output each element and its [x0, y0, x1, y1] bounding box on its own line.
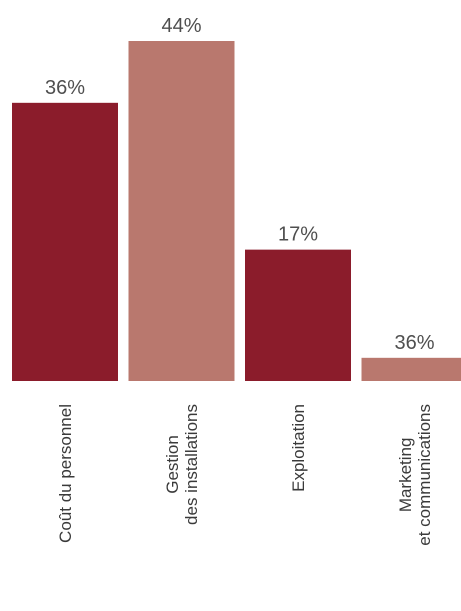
bar-2 [245, 249, 351, 381]
category-label-0: Coût du personnel [56, 404, 75, 543]
category-label-0-line-0: Coût du personnel [56, 404, 75, 543]
value-label-2: 17% [278, 224, 318, 246]
category-label-2-line-0: Exploitation [289, 404, 308, 492]
value-label-0: 36% [45, 77, 85, 99]
category-label-2: Exploitation [289, 404, 308, 492]
value-label-1: 44% [161, 15, 201, 37]
bar-0 [12, 102, 118, 382]
category-label-1-line-1: des installations [182, 404, 201, 525]
category-label-1: Gestion des installations [163, 404, 201, 525]
category-label-3-line-1: et communications [415, 404, 434, 546]
bar-1 [128, 41, 235, 381]
category-label-3-line-0: Marketing [396, 438, 415, 513]
category-label-3: Marketing et communications [396, 404, 434, 546]
category-label-1-line-0: Gestion [163, 435, 182, 494]
value-label-3: 36% [394, 332, 434, 354]
bar-3 [361, 357, 461, 381]
